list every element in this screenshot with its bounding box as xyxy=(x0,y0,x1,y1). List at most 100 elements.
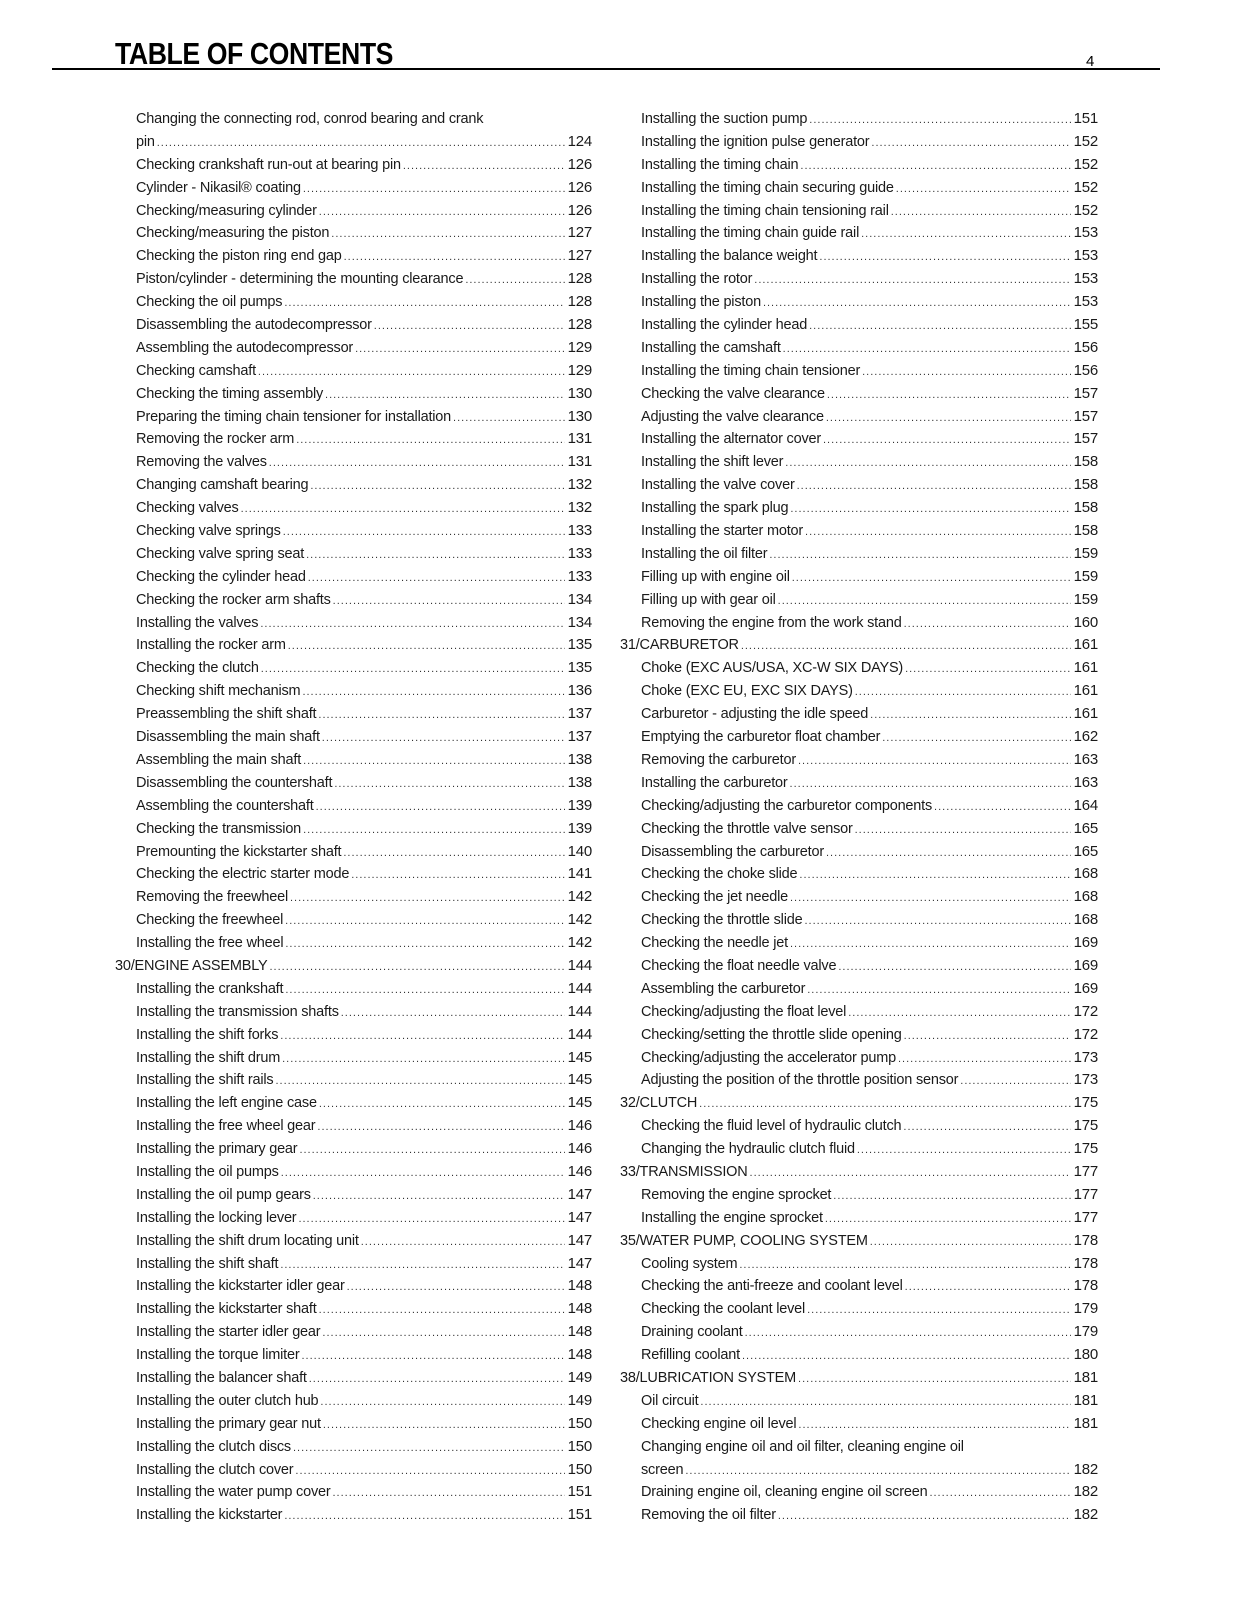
toc-entry[interactable]: Installing the balance weight 153 xyxy=(620,245,1098,268)
toc-entry[interactable]: Checking valve springs 133 xyxy=(115,520,592,543)
toc-section-entry[interactable]: 33/TRANSMISSION 177 xyxy=(620,1161,1098,1184)
toc-entry[interactable]: Installing the spark plug 158 xyxy=(620,497,1098,520)
toc-entry[interactable]: Installing the free wheel 142 xyxy=(115,932,592,955)
toc-entry[interactable]: Assembling the main shaft 138 xyxy=(115,749,592,772)
toc-entry[interactable]: Checking shift mechanism 136 xyxy=(115,680,592,703)
toc-entry[interactable]: Premounting the kickstarter shaft 140 xyxy=(115,841,592,864)
toc-entry[interactable]: Installing the oil pumps 146 xyxy=(115,1161,592,1184)
toc-entry[interactable]: Checking/measuring the piston 127 xyxy=(115,222,592,245)
toc-entry[interactable]: Checking engine oil level 181 xyxy=(620,1413,1098,1436)
toc-entry[interactable]: Emptying the carburetor float chamber 162 xyxy=(620,726,1098,749)
toc-entry[interactable]: Checking the fluid level of hydraulic cl… xyxy=(620,1115,1098,1138)
toc-entry[interactable]: Changing camshaft bearing 132 xyxy=(115,474,592,497)
toc-entry[interactable]: Cooling system 178 xyxy=(620,1253,1098,1276)
toc-entry[interactable]: Preparing the timing chain tensioner for… xyxy=(115,406,592,429)
toc-entry[interactable]: Installing the crankshaft 144 xyxy=(115,978,592,1001)
toc-entry[interactable]: Assembling the autodecompressor 129 xyxy=(115,337,592,360)
toc-entry[interactable]: Assembling the carburetor 169 xyxy=(620,978,1098,1001)
toc-entry[interactable]: Draining engine oil, cleaning engine oil… xyxy=(620,1481,1098,1504)
toc-entry[interactable]: Installing the valve cover 158 xyxy=(620,474,1098,497)
toc-entry[interactable]: Checking valves 132 xyxy=(115,497,592,520)
toc-section-entry[interactable]: 35/WATER PUMP, COOLING SYSTEM 178 xyxy=(620,1230,1098,1253)
toc-entry[interactable]: Checking the jet needle 168 xyxy=(620,886,1098,909)
toc-entry[interactable]: Adjusting the valve clearance 157 xyxy=(620,406,1098,429)
toc-entry[interactable]: Removing the valves 131 xyxy=(115,451,592,474)
toc-entry[interactable]: Installing the shift lever 158 xyxy=(620,451,1098,474)
toc-entry[interactable]: Installing the oil pump gears 147 xyxy=(115,1184,592,1207)
toc-entry[interactable]: Checking the freewheel 142 xyxy=(115,909,592,932)
toc-entry[interactable]: Checking the piston ring end gap 127 xyxy=(115,245,592,268)
toc-entry[interactable]: Checking the float needle valve 169 xyxy=(620,955,1098,978)
toc-entry[interactable]: Preassembling the shift shaft 137 xyxy=(115,703,592,726)
toc-entry[interactable]: Installing the primary gear nut 150 xyxy=(115,1413,592,1436)
toc-entry[interactable]: Installing the timing chain 152 xyxy=(620,154,1098,177)
toc-entry[interactable]: Installing the engine sprocket 177 xyxy=(620,1207,1098,1230)
toc-entry[interactable]: Filling up with gear oil 159 xyxy=(620,589,1098,612)
toc-entry[interactable]: Installing the suction pump 151 xyxy=(620,108,1098,131)
toc-entry[interactable]: Installing the shift drum locating unit 1… xyxy=(115,1230,592,1253)
toc-entry[interactable]: Installing the locking lever 147 xyxy=(115,1207,592,1230)
toc-entry[interactable]: Installing the torque limiter 148 xyxy=(115,1344,592,1367)
toc-entry[interactable]: Changing the hydraulic clutch fluid 175 xyxy=(620,1138,1098,1161)
toc-entry[interactable]: Installing the timing chain tensioner 156 xyxy=(620,360,1098,383)
toc-entry[interactable]: Removing the freewheel 142 xyxy=(115,886,592,909)
toc-entry[interactable]: Installing the cylinder head 155 xyxy=(620,314,1098,337)
toc-entry[interactable]: Changing engine oil and oil filter, clea… xyxy=(620,1436,1098,1482)
toc-entry[interactable]: Checking the coolant level 179 xyxy=(620,1298,1098,1321)
toc-entry[interactable]: Checking the clutch 135 xyxy=(115,657,592,680)
toc-entry[interactable]: Installing the shift drum 145 xyxy=(115,1047,592,1070)
toc-entry[interactable]: Choke (EXC EU, EXC SIX DAYS) 161 xyxy=(620,680,1098,703)
toc-entry[interactable]: Installing the starter motor 158 xyxy=(620,520,1098,543)
toc-entry[interactable]: Checking the throttle slide 168 xyxy=(620,909,1098,932)
toc-entry[interactable]: Assembling the countershaft 139 xyxy=(115,795,592,818)
toc-entry[interactable]: Removing the rocker arm 131 xyxy=(115,428,592,451)
toc-entry[interactable]: Installing the rotor 153 xyxy=(620,268,1098,291)
toc-entry[interactable]: Checking the oil pumps 128 xyxy=(115,291,592,314)
toc-entry[interactable]: Carburetor - adjusting the idle speed 161 xyxy=(620,703,1098,726)
toc-entry[interactable]: Removing the oil filter 182 xyxy=(620,1504,1098,1527)
toc-entry[interactable]: Installing the carburetor 163 xyxy=(620,772,1098,795)
toc-entry[interactable]: Piston/cylinder - determining the mounti… xyxy=(115,268,592,291)
toc-entry[interactable]: Oil circuit 181 xyxy=(620,1390,1098,1413)
toc-entry[interactable]: Checking the timing assembly 130 xyxy=(115,383,592,406)
toc-entry[interactable]: Installing the valves 134 xyxy=(115,612,592,635)
toc-entry[interactable]: Checking the electric starter mode 141 xyxy=(115,863,592,886)
toc-section-entry[interactable]: 31/CARBURETOR 161 xyxy=(620,634,1098,657)
toc-entry[interactable]: Installing the shift shaft 147 xyxy=(115,1253,592,1276)
toc-entry[interactable]: Checking/adjusting the accelerator pump 1… xyxy=(620,1047,1098,1070)
toc-entry[interactable]: Disassembling the countershaft 138 xyxy=(115,772,592,795)
toc-section-entry[interactable]: 38/LUBRICATION SYSTEM 181 xyxy=(620,1367,1098,1390)
toc-entry[interactable]: Checking the valve clearance 157 xyxy=(620,383,1098,406)
toc-entry[interactable]: Installing the camshaft 156 xyxy=(620,337,1098,360)
toc-section-entry[interactable]: 30/ENGINE ASSEMBLY 144 xyxy=(115,955,592,978)
toc-entry[interactable]: Removing the engine sprocket 177 xyxy=(620,1184,1098,1207)
toc-entry[interactable]: Installing the kickstarter 151 xyxy=(115,1504,592,1527)
toc-entry[interactable]: Filling up with engine oil 159 xyxy=(620,566,1098,589)
toc-entry[interactable]: Checking the cylinder head 133 xyxy=(115,566,592,589)
toc-entry[interactable]: Installing the clutch discs 150 xyxy=(115,1436,592,1459)
toc-entry[interactable]: Checking the throttle valve sensor 165 xyxy=(620,818,1098,841)
toc-entry[interactable]: Checking crankshaft run-out at bearing p… xyxy=(115,154,592,177)
toc-entry[interactable]: Checking/setting the throttle slide open… xyxy=(620,1024,1098,1047)
toc-entry[interactable]: Installing the shift forks 144 xyxy=(115,1024,592,1047)
toc-entry[interactable]: Installing the shift rails 145 xyxy=(115,1069,592,1092)
toc-entry[interactable]: Checking camshaft 129 xyxy=(115,360,592,383)
toc-entry[interactable]: Installing the oil filter 159 xyxy=(620,543,1098,566)
toc-entry[interactable]: Checking/adjusting the float level 172 xyxy=(620,1001,1098,1024)
toc-entry[interactable]: Installing the piston 153 xyxy=(620,291,1098,314)
toc-entry[interactable]: Disassembling the main shaft 137 xyxy=(115,726,592,749)
toc-entry[interactable]: Installing the alternator cover 157 xyxy=(620,428,1098,451)
toc-entry[interactable]: Refilling coolant 180 xyxy=(620,1344,1098,1367)
toc-entry[interactable]: Adjusting the position of the throttle p… xyxy=(620,1069,1098,1092)
toc-entry[interactable]: Installing the primary gear 146 xyxy=(115,1138,592,1161)
toc-entry[interactable]: Changing the connecting rod, conrod bear… xyxy=(115,108,592,154)
toc-entry[interactable]: Checking the rocker arm shafts 134 xyxy=(115,589,592,612)
toc-entry[interactable]: Installing the water pump cover 151 xyxy=(115,1481,592,1504)
toc-entry[interactable]: Installing the balancer shaft 149 xyxy=(115,1367,592,1390)
toc-entry[interactable]: Installing the transmission shafts 144 xyxy=(115,1001,592,1024)
toc-entry[interactable]: Checking/adjusting the carburetor compon… xyxy=(620,795,1098,818)
toc-entry[interactable]: Removing the carburetor 163 xyxy=(620,749,1098,772)
toc-section-entry[interactable]: 32/CLUTCH 175 xyxy=(620,1092,1098,1115)
toc-entry[interactable]: Installing the starter idler gear 148 xyxy=(115,1321,592,1344)
toc-entry[interactable]: Checking the anti-freeze and coolant lev… xyxy=(620,1275,1098,1298)
